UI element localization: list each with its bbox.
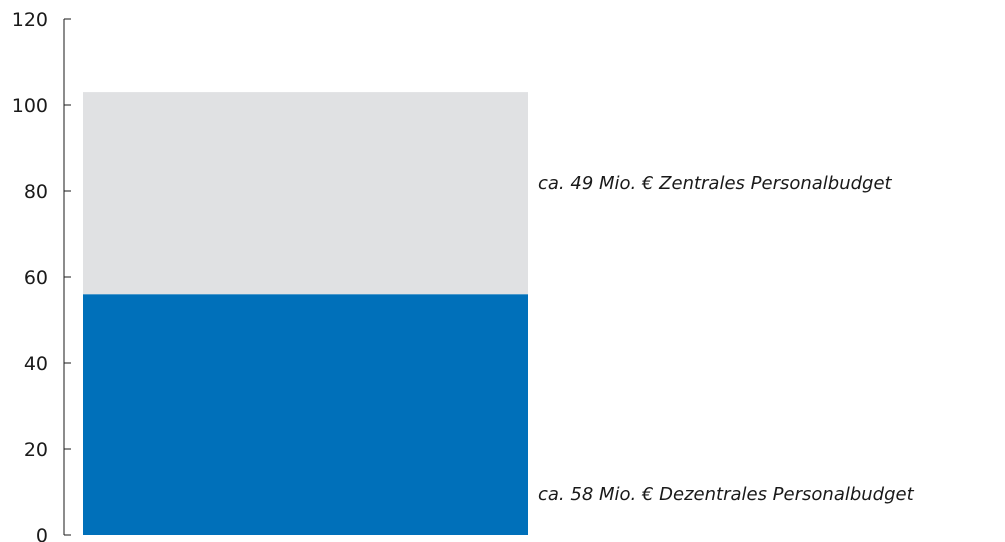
y-tick-label: 0 xyxy=(36,525,48,542)
series-label-zentral: ca. 49 Mio. € Zentrales Personalbudget xyxy=(538,173,893,194)
bar-segment-dezentral xyxy=(83,294,528,535)
y-tick-label: 80 xyxy=(24,181,48,203)
y-tick-label: 20 xyxy=(24,439,48,461)
y-tick-label: 100 xyxy=(12,95,48,117)
series-label-dezentral: ca. 58 Mio. € Dezentrales Personalbudget xyxy=(538,484,915,505)
y-tick-label: 120 xyxy=(12,9,48,31)
bar-segment-zentral xyxy=(83,92,528,295)
y-tick-label: 40 xyxy=(24,353,48,375)
series-labels: ca. 58 Mio. € Dezentrales Personalbudget… xyxy=(538,173,915,505)
y-tick-label: 60 xyxy=(24,267,48,289)
y-axis: 0 20 40 60 80 100 120 xyxy=(12,9,71,542)
bar-stack xyxy=(83,92,528,535)
